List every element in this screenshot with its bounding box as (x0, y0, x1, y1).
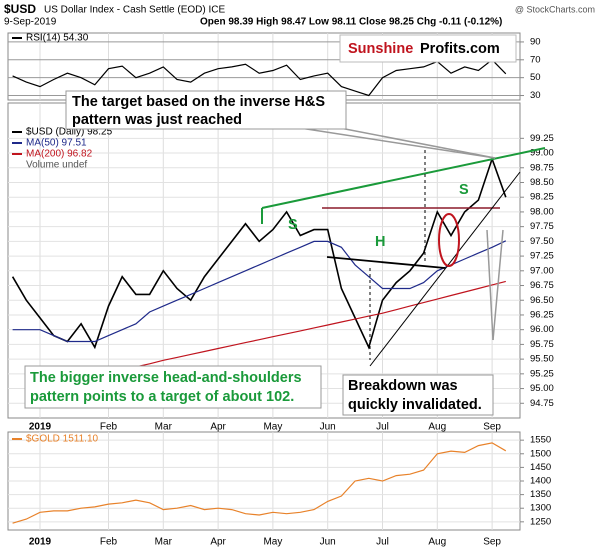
source: @ StockCharts.com (515, 4, 595, 14)
note-text: quickly invalidated. (348, 397, 482, 413)
resistance-line (261, 147, 546, 209)
legend-label: Volume undef (26, 160, 87, 171)
x-tick-label: May (263, 422, 282, 433)
x-tick-label: Jun (320, 537, 336, 548)
y-tick-label: 95.50 (530, 354, 554, 365)
x-tick-label: May (263, 537, 282, 548)
y-tick-label: 97.50 (530, 236, 554, 247)
y-tick-label: 96.50 (530, 295, 554, 306)
logo-box (339, 34, 517, 63)
series-line (12, 240, 507, 343)
shoulder-label: S (288, 217, 298, 233)
x-tick-label: 2019 (29, 537, 52, 548)
y-tick-label: 1300 (530, 503, 551, 514)
y-tick-label: 1250 (530, 516, 551, 527)
callout-line (339, 127, 496, 159)
y-tick-label: 98.75 (530, 162, 554, 173)
note-text: pattern points to a target of about 102. (30, 389, 294, 405)
x-tick-label: Apr (210, 537, 226, 548)
y-tick-label: 95.00 (530, 383, 554, 394)
y-tick-label: 98.00 (530, 206, 554, 217)
x-tick-label: 2019 (29, 422, 52, 433)
shoulder-label: S (459, 182, 469, 198)
x-tick-label: Apr (210, 422, 226, 433)
y-tick-label: 99.00 (530, 148, 554, 159)
y-tick-label: 99.25 (530, 133, 554, 144)
quote: Open 98.39 High 98.47 Low 98.11 Close 98… (200, 17, 502, 28)
symbol: $USD (4, 2, 36, 16)
x-tick-label: Aug (428, 422, 446, 433)
x-tick-label: Aug (428, 537, 446, 548)
note-box (65, 90, 347, 130)
x-tick-label: Jul (376, 537, 389, 548)
callout-line (486, 229, 494, 341)
y-tick-label: 70 (530, 54, 541, 65)
y-tick-label: 1450 (530, 462, 551, 473)
note-text: The bigger inverse head-and-shoulders (30, 370, 302, 386)
x-tick-label: Jul (376, 422, 389, 433)
y-tick-label: 1500 (530, 448, 551, 459)
y-tick-label: 98.50 (530, 177, 554, 188)
y-tick-label: 98.25 (530, 192, 554, 203)
y-tick-label: 94.75 (530, 398, 554, 409)
x-tick-label: Jun (320, 422, 336, 433)
instrument-name: US Dollar Index - Cash Settle (EOD) ICE (44, 5, 225, 16)
x-tick-label: Feb (100, 537, 118, 548)
y-tick-label: 95.25 (530, 368, 554, 379)
y-tick-label: 97.75 (530, 221, 554, 232)
legend-label: $USD (Daily) 98.25 (26, 127, 113, 138)
logo-text: Sunshine (348, 41, 413, 57)
y-tick-label: 97.25 (530, 251, 554, 262)
y-tick-label: 1350 (530, 489, 551, 500)
legend-label: $GOLD 1511.10 (26, 434, 99, 445)
date: 9-Sep-2019 (4, 17, 57, 28)
note-box (24, 365, 322, 409)
x-tick-label: Sep (483, 422, 501, 433)
x-tick-label: Feb (100, 422, 118, 433)
y-tick-label: 30 (530, 90, 541, 101)
logo-text: Profits.com (420, 41, 500, 57)
callout-line (299, 127, 496, 159)
legend-label: MA(200) 96.82 (26, 149, 93, 160)
y-tick-label: 96.75 (530, 280, 554, 291)
y-tick-label: 1550 (530, 435, 551, 446)
series-line (94, 280, 506, 378)
note-box (342, 374, 494, 416)
series-line (11, 156, 507, 350)
note-text: pattern was just reached (72, 112, 242, 128)
y-tick-label: 1400 (530, 476, 551, 487)
note-text: The target based on the inverse H&S (72, 94, 325, 110)
y-tick-label: 50 (530, 72, 541, 83)
trend-line (369, 171, 521, 367)
annotations: S H S Sunshine Profits.com The target ba… (24, 34, 546, 416)
series-line (12, 442, 507, 524)
y-tick-label: 90 (530, 36, 541, 47)
y-tick-label: 95.75 (530, 339, 554, 350)
legend-label: MA(50) 97.51 (26, 138, 87, 149)
head-label: H (375, 234, 385, 250)
legend-label: RSI(14) 54.30 (26, 33, 89, 44)
x-tick-label: Sep (483, 537, 501, 548)
y-tick-label: 96.00 (530, 324, 554, 335)
highlight-oval (438, 213, 460, 267)
y-tick-label: 96.25 (530, 309, 554, 320)
neckline (326, 256, 446, 269)
y-tick-label: 97.00 (530, 265, 554, 276)
x-tick-label: Mar (155, 422, 173, 433)
series-line (12, 58, 507, 97)
x-tick-label: Mar (155, 537, 173, 548)
callout-line (492, 229, 504, 341)
note-text: Breakdown was (348, 378, 458, 394)
